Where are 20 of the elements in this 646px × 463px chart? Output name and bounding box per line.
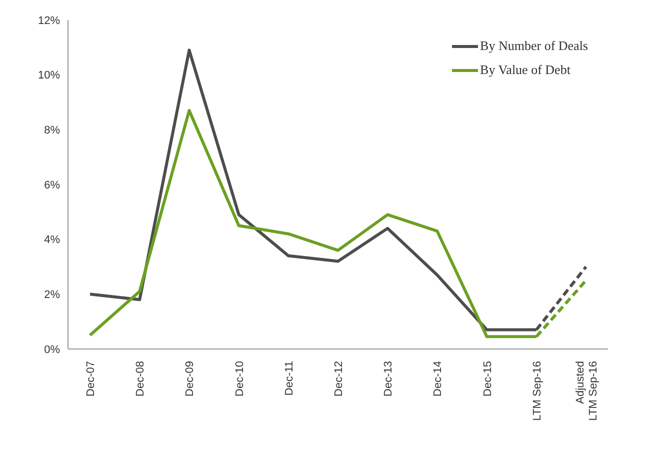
y-tick-label: 2% <box>44 289 60 302</box>
x-tick-label: Dec-09 <box>184 361 196 396</box>
y-tick-label: 4% <box>44 234 60 246</box>
y-tick-label: 6% <box>44 179 60 192</box>
y-tick-label: 8% <box>44 124 60 137</box>
x-tick-label: Dec-10 <box>234 361 246 396</box>
legend-label: By Number of Deals <box>480 38 588 54</box>
x-tick-label: Dec-13 <box>382 361 395 396</box>
y-tick-label: 12% <box>38 14 60 27</box>
x-tick-label: Dec-07 <box>85 361 97 396</box>
x-tick-label: Adjusted LTM Sep-16 <box>574 361 600 421</box>
y-tick-label: 0% <box>44 344 60 356</box>
x-tick-label: Dec-11 <box>283 361 296 396</box>
x-tick-label: LTM Sep-16 <box>531 361 544 421</box>
y-tick-label: 10% <box>38 70 60 82</box>
x-tick-label: Dec-08 <box>134 361 147 396</box>
x-tick-label: Dec-15 <box>482 361 494 396</box>
x-tick-label: Dec-14 <box>432 361 444 396</box>
legend-label: By Value of Debt <box>480 62 570 78</box>
x-tick-label: Dec-12 <box>333 361 345 396</box>
